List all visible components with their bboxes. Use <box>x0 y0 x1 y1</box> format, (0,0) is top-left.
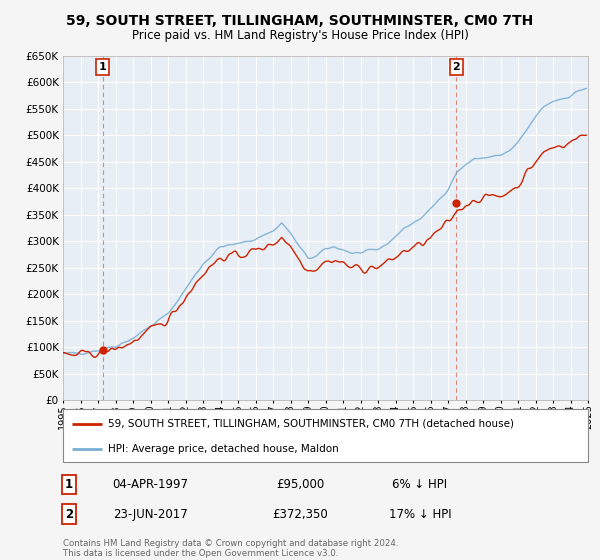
Text: 2: 2 <box>452 62 460 72</box>
Text: Contains HM Land Registry data © Crown copyright and database right 2024.: Contains HM Land Registry data © Crown c… <box>63 539 398 548</box>
Text: 17% ↓ HPI: 17% ↓ HPI <box>389 507 451 521</box>
Text: 04-APR-1997: 04-APR-1997 <box>112 478 188 491</box>
Text: £95,000: £95,000 <box>276 478 324 491</box>
Text: Price paid vs. HM Land Registry's House Price Index (HPI): Price paid vs. HM Land Registry's House … <box>131 29 469 42</box>
Text: 59, SOUTH STREET, TILLINGHAM, SOUTHMINSTER, CM0 7TH: 59, SOUTH STREET, TILLINGHAM, SOUTHMINST… <box>67 14 533 28</box>
Text: 1: 1 <box>99 62 107 72</box>
Text: This data is licensed under the Open Government Licence v3.0.: This data is licensed under the Open Gov… <box>63 549 338 558</box>
Text: HPI: Average price, detached house, Maldon: HPI: Average price, detached house, Mald… <box>107 444 338 454</box>
Text: 1: 1 <box>65 478 73 491</box>
FancyBboxPatch shape <box>63 409 588 462</box>
Text: 59, SOUTH STREET, TILLINGHAM, SOUTHMINSTER, CM0 7TH (detached house): 59, SOUTH STREET, TILLINGHAM, SOUTHMINST… <box>107 419 514 429</box>
Text: 2: 2 <box>65 507 73 521</box>
Text: £372,350: £372,350 <box>272 507 328 521</box>
Text: 6% ↓ HPI: 6% ↓ HPI <box>392 478 448 491</box>
Text: 23-JUN-2017: 23-JUN-2017 <box>113 507 187 521</box>
